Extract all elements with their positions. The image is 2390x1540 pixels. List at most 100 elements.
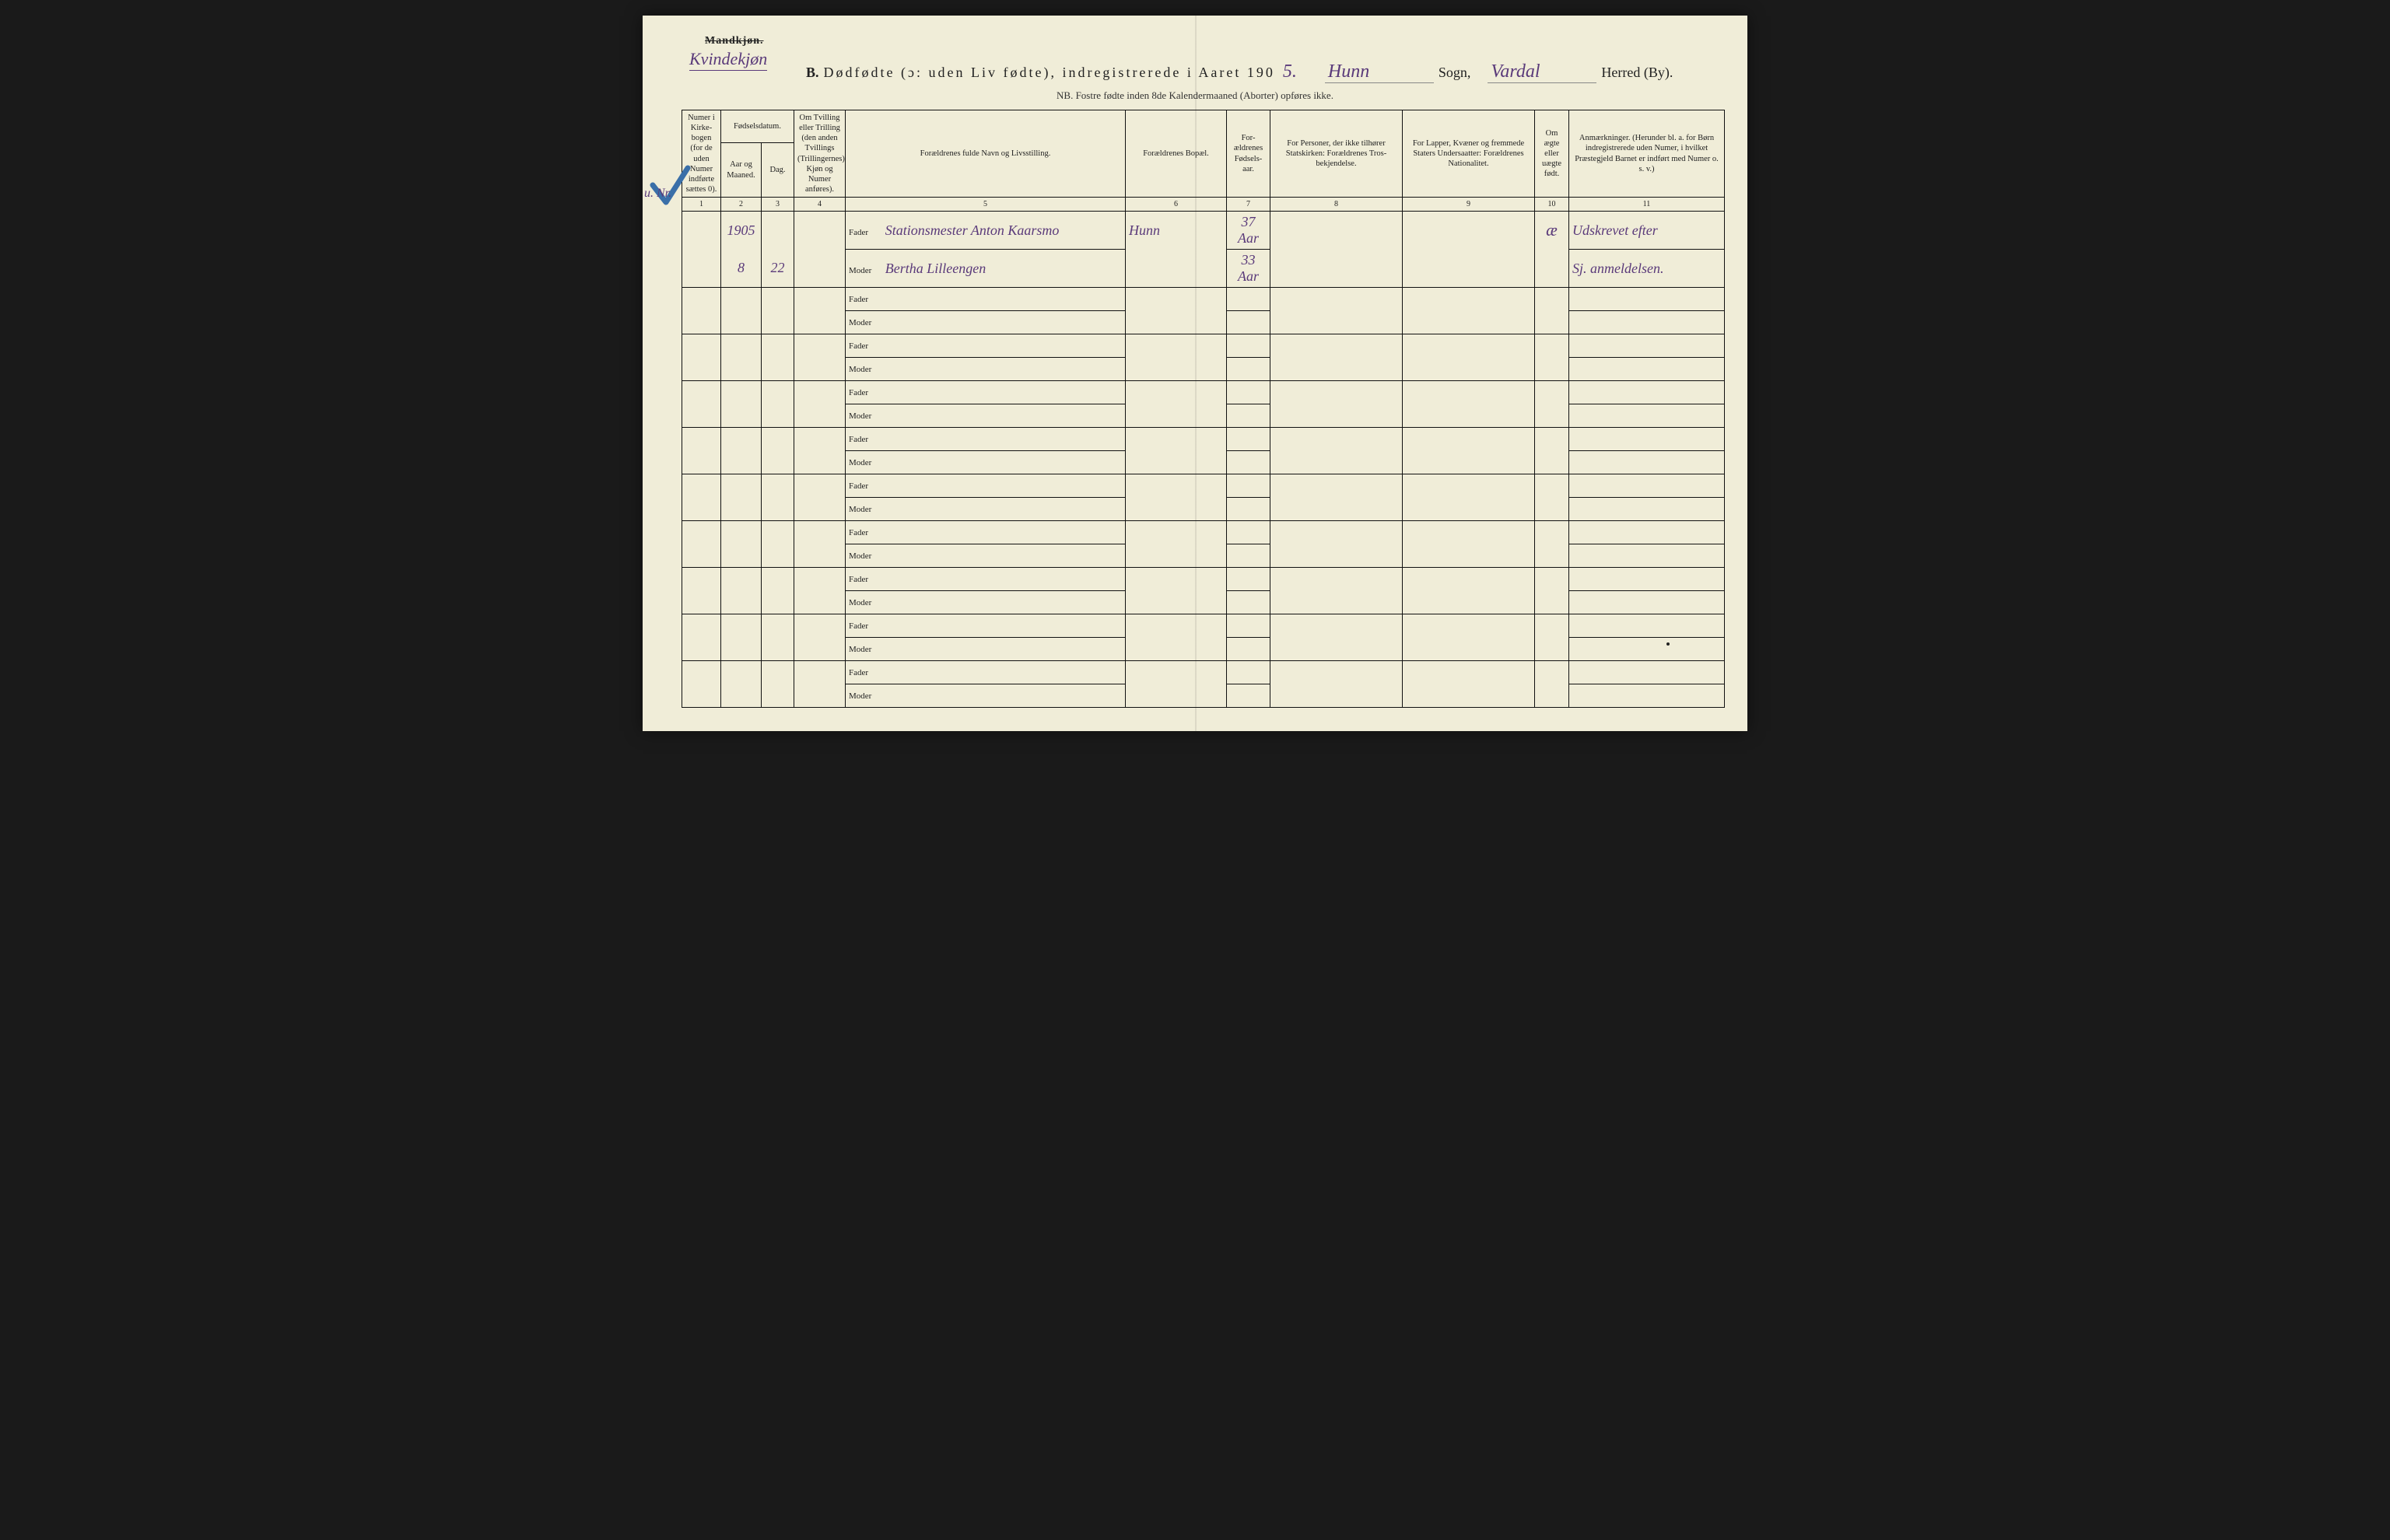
empty-cell [1270,521,1403,544]
empty-row-moder: Moder [682,684,1725,708]
empty-cell [1227,544,1270,568]
empty-cell [1535,544,1569,568]
empty-cell [721,334,762,358]
column-number-row: 1 2 3 4 5 6 7 8 9 10 11 [682,198,1725,212]
empty-cell [1126,381,1227,404]
col-header-3: Om Tvilling eller Trilling (den anden Tv… [794,110,846,198]
empty-cell [682,428,721,451]
empty-cell [762,381,794,404]
margin-handwriting: u. Nr. [644,187,671,201]
empty-cell: Moder [846,358,1126,381]
empty-cell [762,498,794,521]
empty-cell [1535,591,1569,614]
empty-cell [1126,684,1227,708]
empty-cell [1535,661,1569,684]
stray-dot [1666,642,1670,646]
title-main: Dødfødte (ɔ: uden Liv fødte), indregistr… [824,65,1275,81]
empty-cell [1126,661,1227,684]
empty-cell [1126,638,1227,661]
ledger-page: u. Nr. Mandkjøn. Kvindekjøn B. Dødfødte … [643,16,1747,731]
empty-row-fader: Fader [682,614,1725,638]
empty-cell [1227,521,1270,544]
empty-cell [794,474,846,498]
empty-cell [794,591,846,614]
empty-cell [1569,288,1725,311]
empty-cell [1535,428,1569,451]
empty-cell [682,288,721,311]
empty-cell [1270,381,1403,404]
empty-cell: Fader [846,428,1126,451]
empty-cell [1270,311,1403,334]
empty-cell [1227,474,1270,498]
col-header-5: Forældrenes Bopæl. [1126,110,1227,198]
empty-cell: Fader [846,661,1126,684]
cell-fader-aar: 37 Aar [1227,212,1270,250]
empty-cell [1270,288,1403,311]
empty-cell [1126,614,1227,638]
empty-cell [682,638,721,661]
empty-cell [1126,334,1227,358]
empty-cell [762,614,794,638]
cell-fader: Fader Stationsmester Anton Kaarsmo [846,212,1126,250]
empty-cell [1569,404,1725,428]
colnum: 11 [1569,198,1725,212]
empty-cell [1403,311,1535,334]
empty-cell [794,638,846,661]
empty-cell [1126,428,1227,451]
colnum: 6 [1126,198,1227,212]
empty-cell [721,498,762,521]
empty-cell [1535,381,1569,404]
empty-cell [794,614,846,638]
empty-cell [721,311,762,334]
colnum: 2 [721,198,762,212]
empty-cell [682,614,721,638]
empty-cell [1569,544,1725,568]
empty-cell [1270,591,1403,614]
empty-cell [1227,428,1270,451]
col-header-2a: Aar og Maaned. [721,143,762,198]
empty-cell: Fader [846,381,1126,404]
empty-cell [1270,451,1403,474]
empty-cell [682,591,721,614]
sogn-handwritten: Hunn [1325,61,1434,83]
table-header: Numer i Kirke-bogen (for de uden Numer i… [682,110,1725,212]
mandkjon-struck: Mandkjøn. [705,35,764,47]
empty-cell [1403,638,1535,661]
empty-cell [682,311,721,334]
empty-cell [1227,591,1270,614]
empty-cell [762,591,794,614]
empty-cell [682,381,721,404]
empty-cell [1535,614,1569,638]
empty-row-fader: Fader [682,288,1725,311]
empty-cell: Fader [846,568,1126,591]
empty-cell [1403,404,1535,428]
empty-cell [1126,311,1227,334]
title-prefix: B. [806,65,819,81]
empty-cell [1569,568,1725,591]
empty-cell [1270,568,1403,591]
fader-value: Stationsmester Anton Kaarsmo [885,222,1060,238]
empty-cell [721,568,762,591]
cell-moder-aar: 33 Aar [1227,250,1270,288]
empty-cell [682,568,721,591]
empty-cell [721,614,762,638]
empty-cell [1270,474,1403,498]
empty-cell [682,358,721,381]
cell-nat [1403,212,1535,250]
empty-row-fader: Fader [682,334,1725,358]
cell-aegte: æ [1535,212,1569,250]
kvindekjon-handwritten: Kvindekjøn [689,49,767,69]
empty-cell [682,474,721,498]
empty-cell [1270,404,1403,428]
empty-cell [1403,684,1535,708]
empty-cell [721,474,762,498]
empty-cell [682,544,721,568]
empty-cell: Moder [846,451,1126,474]
empty-cell [721,428,762,451]
empty-cell [721,358,762,381]
empty-cell [1535,521,1569,544]
colnum: 8 [1270,198,1403,212]
cell-bopael: Hunn [1126,212,1227,250]
empty-cell [1270,334,1403,358]
empty-cell [721,288,762,311]
